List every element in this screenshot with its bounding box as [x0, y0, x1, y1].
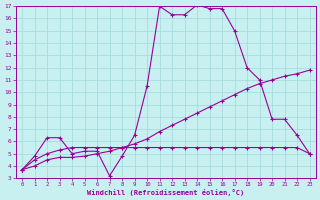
- X-axis label: Windchill (Refroidissement éolien,°C): Windchill (Refroidissement éolien,°C): [87, 189, 244, 196]
